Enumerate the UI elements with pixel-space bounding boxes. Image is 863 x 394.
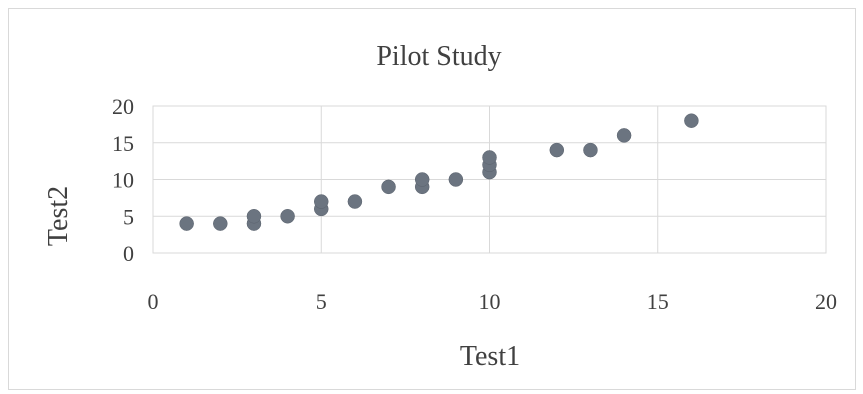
- x-tick-label: 10: [479, 289, 501, 314]
- data-point: [414, 172, 430, 187]
- data-point: [179, 216, 194, 231]
- chart-area: Pilot Study 0 5 10 15 20 0 5 10 15 20 Test1 Test…: [8, 8, 856, 390]
- data-point: [616, 128, 632, 143]
- x-tick-label: 0: [148, 289, 159, 314]
- data-point: [347, 194, 363, 209]
- x-axis-label: Test1: [460, 341, 520, 372]
- plot-area: [152, 105, 827, 254]
- y-axis-label: Test2: [43, 186, 74, 246]
- y-tick-label: 5: [123, 204, 134, 229]
- data-point: [246, 209, 262, 224]
- data-point: [213, 216, 228, 231]
- y-tick-label: 0: [123, 241, 134, 266]
- data-point: [280, 209, 295, 224]
- data-point: [448, 172, 464, 187]
- gridlines: [152, 105, 827, 254]
- x-tick-label: 15: [647, 289, 669, 314]
- x-axis-ticks: 0 5 10 15 20: [148, 289, 838, 314]
- data-point: [549, 142, 565, 158]
- chart-title: Pilot Study: [376, 41, 501, 72]
- y-tick-label: 10: [112, 168, 134, 193]
- data-points: [179, 113, 699, 231]
- y-tick-label: 15: [112, 131, 134, 156]
- scatter-chart: Pilot Study 0 5 10 15 20 0 5 10 15 20 Test1 Test…: [43, 41, 838, 372]
- data-point: [684, 113, 699, 128]
- x-tick-label: 20: [815, 289, 837, 314]
- data-point: [583, 142, 598, 158]
- x-tick-label: 5: [316, 289, 327, 314]
- y-axis-ticks: 0 5 10 15 20: [112, 94, 134, 266]
- y-tick-label: 20: [112, 94, 134, 119]
- data-point: [314, 194, 329, 209]
- data-point: [381, 179, 396, 195]
- data-point: [482, 150, 497, 165]
